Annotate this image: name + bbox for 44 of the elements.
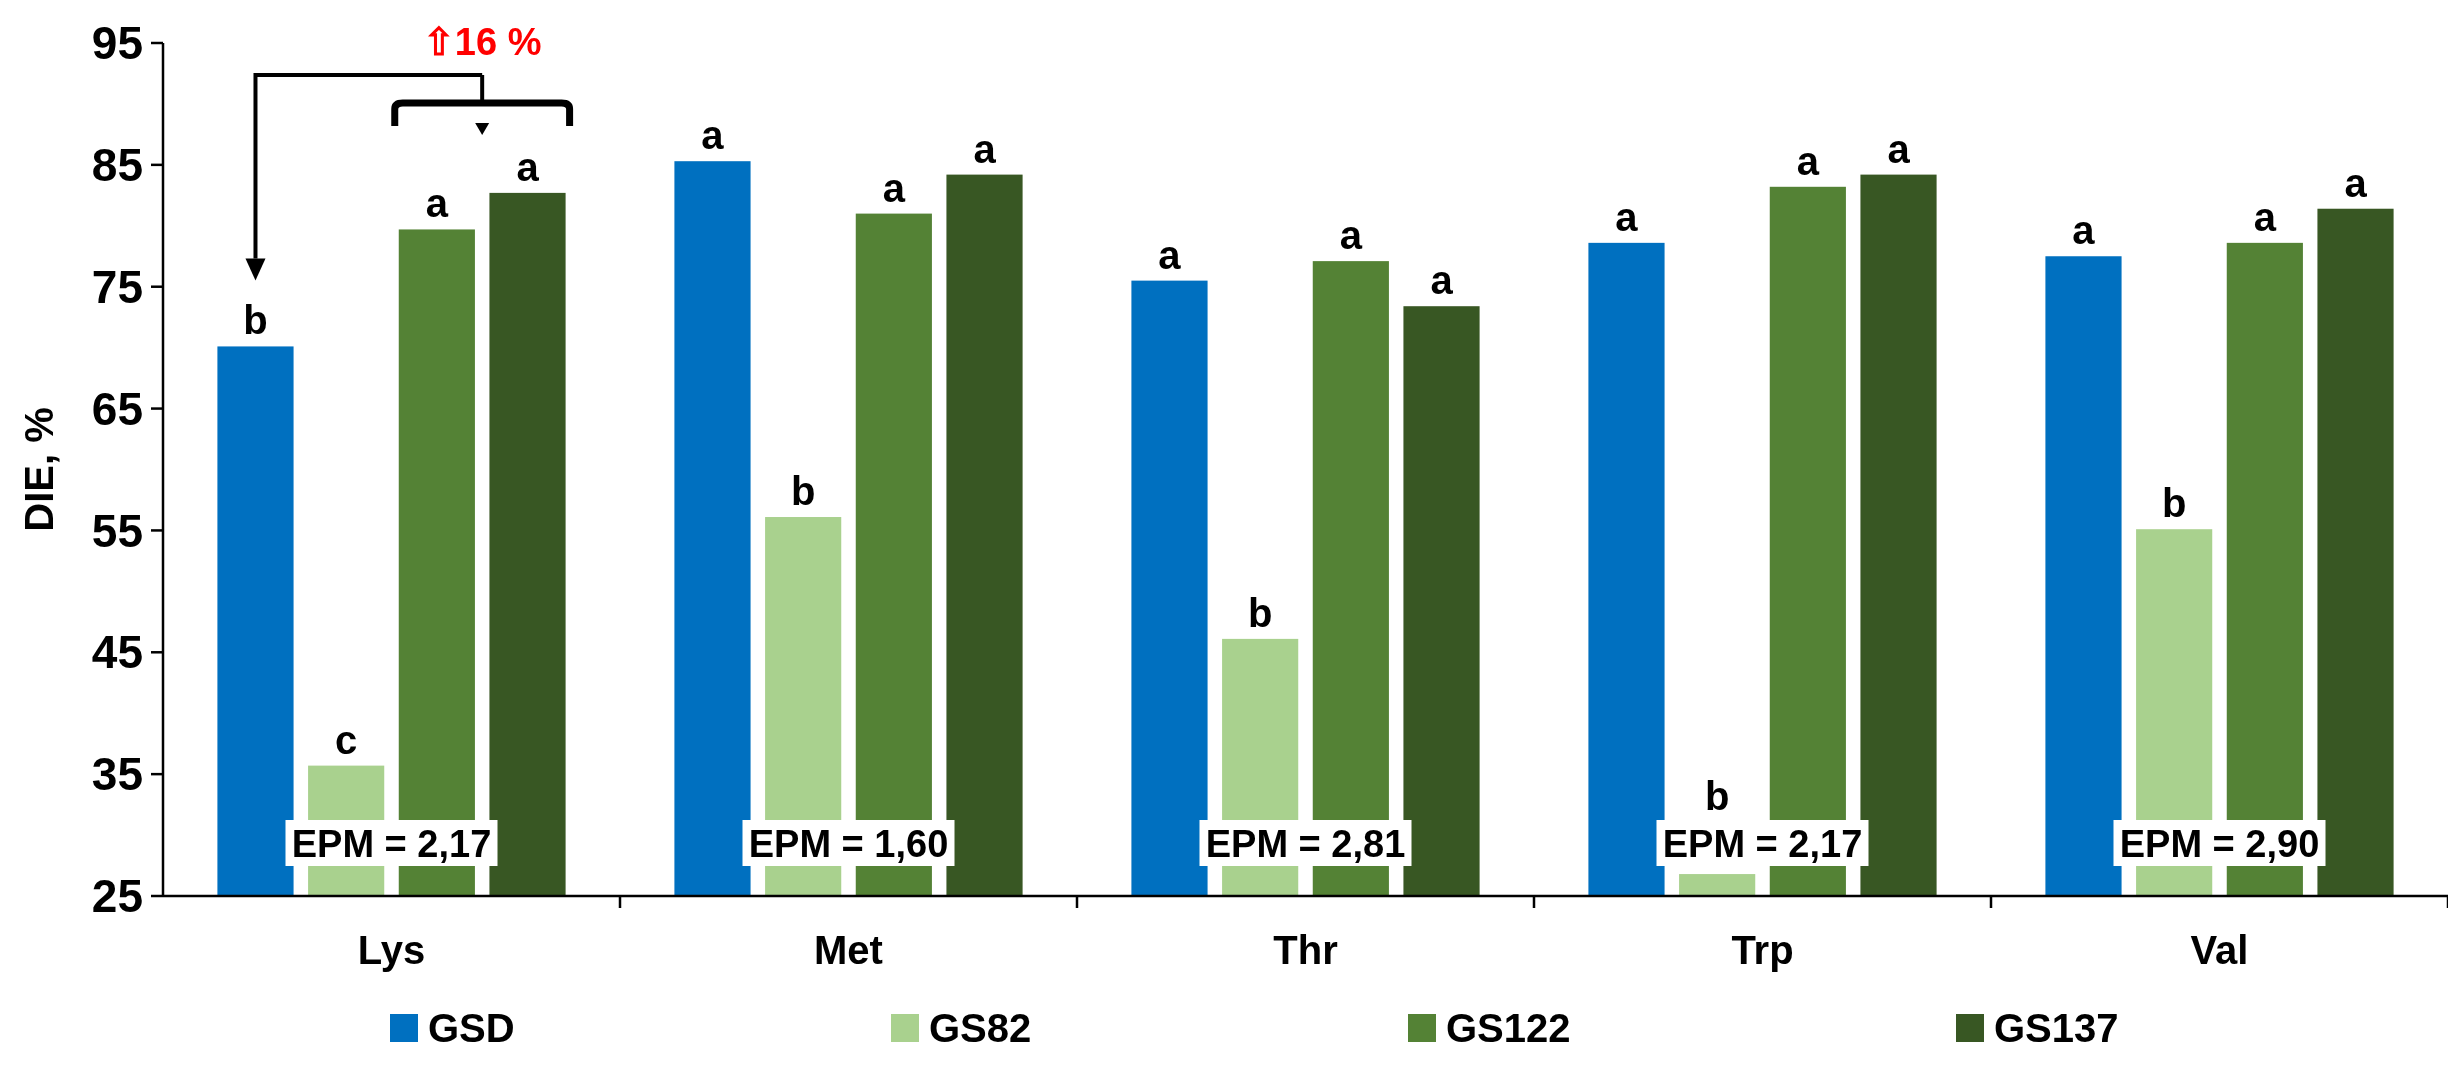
x-tick-label: Thr — [1273, 928, 1338, 972]
y-tick-label: 35 — [91, 748, 143, 801]
data-label: a — [2072, 208, 2096, 253]
legend-label: GS137 — [1994, 1006, 2119, 1050]
data-label: a — [1796, 138, 1820, 183]
x-tick-label: Lys — [357, 928, 426, 972]
data-label: a — [882, 165, 906, 210]
legend-label: GS82 — [929, 1006, 1032, 1050]
legend-label: GSD — [428, 1006, 515, 1050]
x-tick-label: Trp — [1731, 928, 1794, 972]
data-label: a — [2253, 194, 2277, 239]
data-label: b — [2161, 481, 2187, 526]
legend-label: GS122 — [1446, 1006, 1571, 1050]
annotation: EPM = 2,17 — [1662, 823, 1863, 866]
annotation: ⇧16 % — [422, 21, 542, 63]
annotation: EPM = 2,90 — [2119, 823, 2320, 866]
data-label: a — [1430, 258, 1454, 303]
data-label: b — [243, 298, 268, 343]
data-label: a — [973, 126, 997, 171]
data-label: b — [1704, 774, 1730, 818]
data-label: a — [2344, 160, 2368, 205]
data-label: b — [1247, 590, 1273, 635]
data-label: a — [425, 181, 449, 226]
y-axis-title: DIE, % — [17, 407, 61, 532]
data-label: a — [516, 144, 540, 189]
y-tick-label: 85 — [91, 138, 143, 191]
data-label: a — [1887, 126, 1911, 171]
annotation: EPM = 2,81 — [1205, 823, 1406, 866]
data-label: c — [335, 717, 358, 762]
x-tick-label: Val — [2190, 928, 2249, 972]
data-label: b — [790, 469, 816, 514]
data-label: a — [701, 113, 725, 158]
annotation: EPM = 2,17 — [291, 823, 492, 866]
y-tick-label: 75 — [91, 260, 143, 313]
y-tick-label: 55 — [91, 504, 143, 557]
data-label: a — [1339, 213, 1363, 258]
annotation: EPM = 1,60 — [748, 823, 949, 866]
data-label: a — [1615, 194, 1639, 239]
data-label: a — [1158, 232, 1182, 277]
y-tick-label: 25 — [91, 870, 143, 923]
x-tick-label: Met — [814, 928, 883, 972]
y-tick-label: 65 — [91, 382, 143, 435]
y-tick-label: 45 — [91, 626, 143, 679]
y-tick-label: 95 — [91, 17, 143, 70]
